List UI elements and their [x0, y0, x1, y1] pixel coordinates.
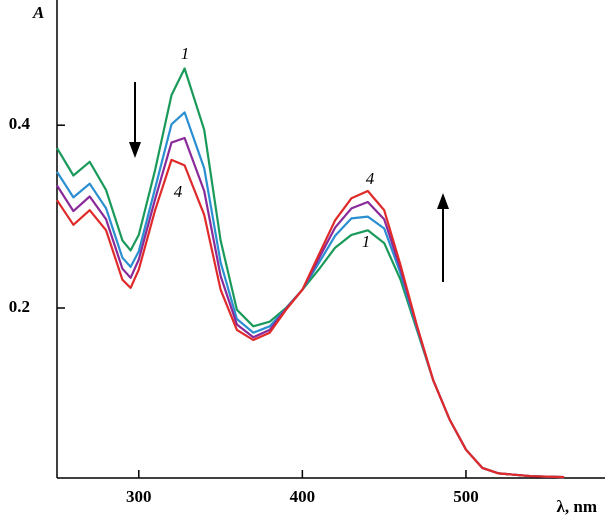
spectrum-line: [56, 158, 565, 479]
x-tick-label: 400: [290, 487, 316, 506]
spectrum-line: [56, 111, 565, 479]
arrow-down: [129, 82, 141, 158]
arrow-up: [437, 193, 449, 282]
y-axis-label: A: [32, 3, 44, 22]
x-tick-label: 500: [453, 487, 479, 506]
curve-label: 1: [181, 44, 190, 63]
x-tick-label: 300: [126, 487, 152, 506]
curve-label: 4: [174, 182, 183, 201]
spectrum-line: [56, 136, 565, 479]
y-tick-label: 0.2: [9, 297, 30, 316]
curve-label: 1: [362, 232, 371, 251]
y-tick-label: 0.4: [9, 114, 31, 133]
curve-label: 4: [366, 169, 375, 188]
x-axis-label: λ, nm: [557, 497, 597, 516]
